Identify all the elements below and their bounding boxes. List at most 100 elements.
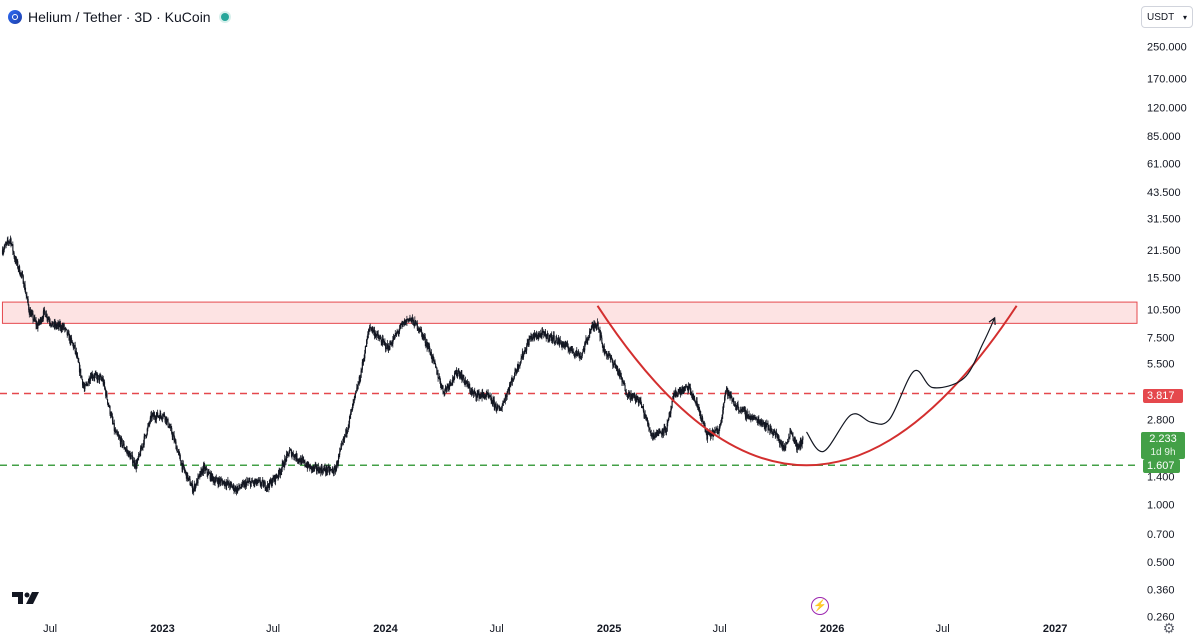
candle [604,348,606,357]
chart-header: Helium / Tether · 3D · KuCoin [8,7,229,27]
candle-body [587,336,589,338]
candle-body [339,449,341,452]
candle [785,441,787,452]
candle-body [158,416,161,420]
candle-body [779,442,781,444]
candle [468,380,470,389]
lightning-icon[interactable]: ⚡ [811,597,829,615]
candle-body [802,436,804,440]
candle-body [677,391,679,396]
candle-body [41,320,43,323]
price-tick-label: 5.500 [1147,358,1175,370]
candle-body [269,480,271,483]
candle-body [340,446,342,450]
candle-body [341,443,343,445]
candle [773,429,775,436]
candle [368,329,370,335]
candle [420,328,422,332]
candle-body [190,485,192,486]
candle-body [500,410,502,411]
candle-body [656,430,658,434]
candle [561,341,563,351]
time-axis[interactable]: Jul 2023 Jul 2024 Jul 2025 Jul 2026 Jul 2027 [43,623,1067,635]
candle [279,468,281,478]
candle [626,393,629,401]
candle-body [727,390,729,396]
candle [286,450,288,462]
candle-body [496,408,498,410]
candle [55,320,57,329]
candle [65,327,67,331]
candle-body [543,331,545,336]
candle [503,398,505,403]
candle-body [264,482,266,489]
candle [733,401,735,407]
candle-body [436,367,438,375]
candle-body [499,409,501,411]
candle-body [754,416,756,418]
candle-body [375,334,377,337]
candle [197,473,199,486]
candle [765,422,767,432]
candle-body [466,381,468,385]
price-tick-label: 0.360 [1147,584,1175,596]
candle [717,428,719,435]
candle [413,322,415,329]
candle-body [731,398,733,401]
candle [538,331,541,338]
candle-body [449,381,451,384]
candle [133,457,136,469]
candle [191,482,193,488]
candle [782,441,784,452]
currency-selector[interactable]: USDT ▾ [1141,6,1193,28]
candle-body [684,386,687,388]
candle-body [698,408,700,411]
candle [719,424,721,432]
candle-body [589,331,591,338]
candle [613,360,615,368]
candle [405,319,407,325]
candle-body [74,345,76,347]
candle-body [460,373,462,379]
candle [637,395,639,403]
candle-body [277,476,279,478]
candle-body [235,487,237,492]
candle [647,420,649,428]
candle [334,463,336,471]
candle [802,435,804,444]
candle [237,485,239,494]
candle [373,326,375,333]
gear-icon[interactable]: ⚙ [1162,620,1176,636]
candle [264,480,266,492]
candle [287,451,289,459]
candle [294,454,296,458]
candle-body [799,441,801,448]
candle-body [236,487,238,492]
candle-body [461,377,464,381]
candle [511,375,513,381]
candle [270,478,272,487]
candle-body [352,402,354,405]
candle-body [690,392,692,396]
candle-body [517,364,519,369]
candle-body [478,391,480,399]
candle-body [166,419,169,420]
candle [179,453,181,461]
candle [355,389,357,394]
candle [494,402,497,408]
candle-body [162,414,164,418]
candle [455,367,457,377]
candle-body [312,466,315,469]
candle [386,343,388,349]
price-axis[interactable]: 350.000250.000170.000120.00085.00061.000… [1147,14,1187,624]
symbol-title[interactable]: Helium / Tether · 3D · KuCoin [28,9,211,25]
tradingview-logo-icon[interactable] [12,590,40,606]
candle [742,407,744,413]
candle-body [22,275,24,284]
candle [12,241,14,256]
candle [741,406,743,415]
candle-body [501,404,503,408]
candle-body [477,393,479,395]
candle [600,331,602,339]
